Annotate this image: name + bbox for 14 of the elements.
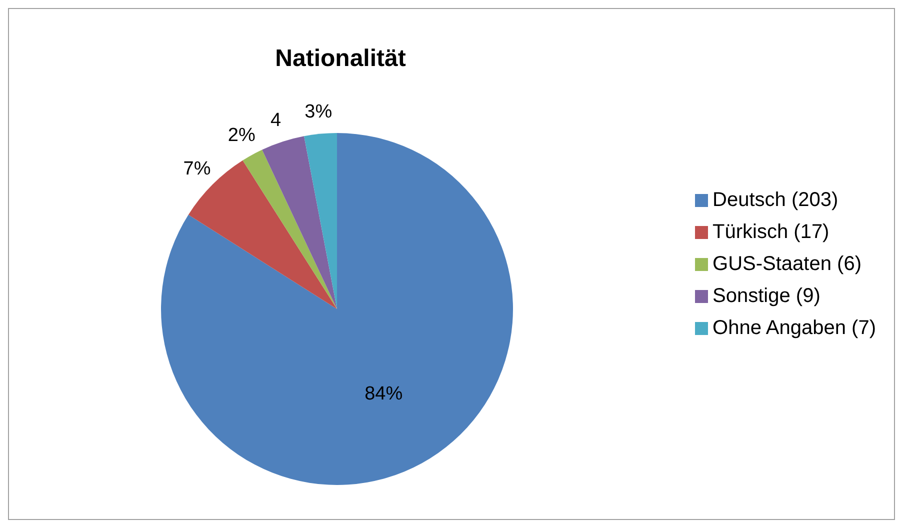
data-label: 3% — [304, 101, 332, 122]
legend-label: Deutsch (203) — [712, 188, 838, 213]
chart-title: Nationalität — [274, 45, 407, 73]
legend-label: Sonstige (9) — [712, 284, 820, 309]
data-label: 4 — [270, 110, 282, 132]
pie-slice — [262, 136, 337, 309]
legend-label: GUS-Staaten (6) — [712, 252, 862, 277]
pie-slice — [304, 133, 337, 309]
legend-label: Türkisch (17) — [712, 220, 830, 245]
legend-label: Ohne Angaben (7) — [712, 316, 876, 341]
data-label: 7% — [183, 158, 211, 180]
pie-slice — [242, 150, 337, 309]
data-label: 2% — [228, 124, 256, 146]
data-label: 84% — [364, 383, 403, 404]
